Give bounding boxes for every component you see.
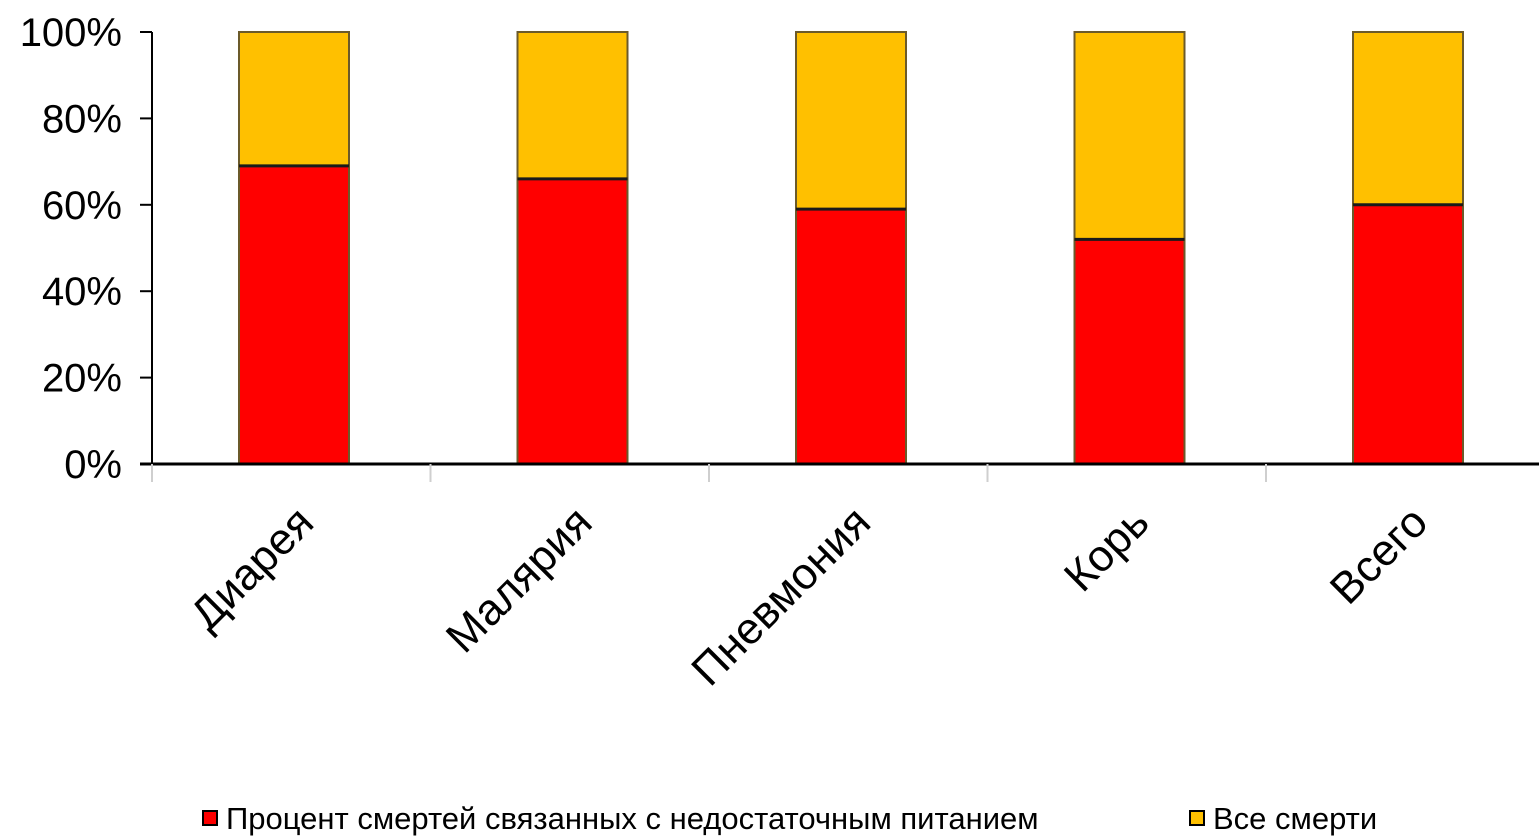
bar-segment-all-deaths xyxy=(1073,31,1186,241)
x-axis-ticks xyxy=(151,464,1267,482)
category-label: Корь xyxy=(1055,497,1159,601)
y-tick-label: 60% xyxy=(42,184,122,228)
y-axis-ticks: 0% 20% 40% 60% 80% 100% xyxy=(20,11,152,487)
bar-segment-malnutrition xyxy=(1073,238,1186,465)
bar-segment-all-deaths xyxy=(238,31,350,167)
category-label: Всего xyxy=(1321,497,1437,613)
y-tick-label: 40% xyxy=(42,270,122,314)
bar-segment-malnutrition xyxy=(1352,203,1464,466)
category-label: Малярия xyxy=(437,497,602,662)
bar-segment-all-deaths xyxy=(1352,31,1464,206)
y-tick-label: 100% xyxy=(20,11,122,55)
bars-group xyxy=(238,31,1464,466)
bar-segment-all-deaths xyxy=(795,31,907,211)
legend-label: Все смерти xyxy=(1213,801,1377,836)
category-label: Пневмония xyxy=(682,497,880,695)
y-tick-label: 20% xyxy=(42,357,122,401)
legend-swatch xyxy=(1189,810,1205,826)
bar-segment-malnutrition xyxy=(516,177,629,465)
y-tick-label: 0% xyxy=(64,443,122,487)
category-labels: Диарея Малярия Пневмония Корь Всего xyxy=(181,497,1437,695)
legend-swatch xyxy=(202,810,218,826)
bar-segment-all-deaths xyxy=(516,31,629,180)
category-label: Диарея xyxy=(181,497,323,639)
bar-segment-malnutrition xyxy=(795,208,907,465)
y-tick-label: 80% xyxy=(42,97,122,141)
bar-segment-malnutrition xyxy=(238,164,350,465)
legend: Процент смертей связанных с недостаточны… xyxy=(202,801,1377,836)
legend-label: Процент смертей связанных с недостаточны… xyxy=(226,801,1039,836)
